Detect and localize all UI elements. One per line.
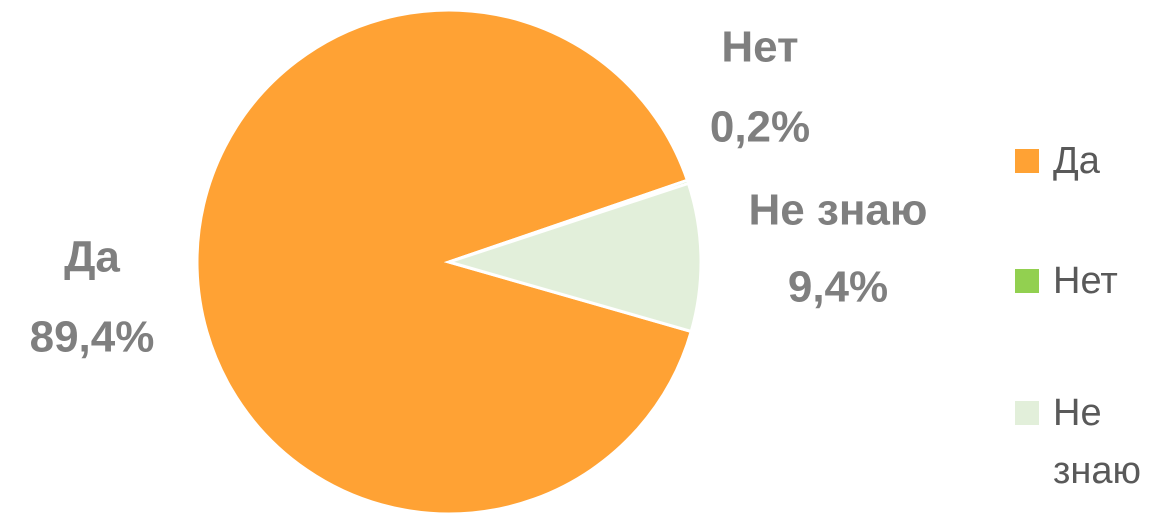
legend-entry: Нет [1015,252,1175,310]
legend-label: Не знаю [1053,392,1142,492]
legend-swatch [1015,269,1039,293]
slice-value-label: 9,4% [788,263,888,312]
legend-label: Нет [1053,260,1118,302]
legend-swatch [1015,149,1039,173]
slice-category-label: Да [64,233,120,282]
slice-value-label: 0,2% [710,103,810,152]
legend-swatch [1015,401,1039,425]
pie-slice [443,181,703,334]
slice-value-label: 89,4% [30,313,155,362]
slice-category-label: Нет [721,23,798,72]
pie-slice [195,8,694,514]
legend-entry: Не знаю [1015,384,1141,500]
legend-entry: Да [1015,132,1175,190]
legend-label: Да [1053,140,1100,182]
slice-category-label: Не знаю [749,186,928,235]
